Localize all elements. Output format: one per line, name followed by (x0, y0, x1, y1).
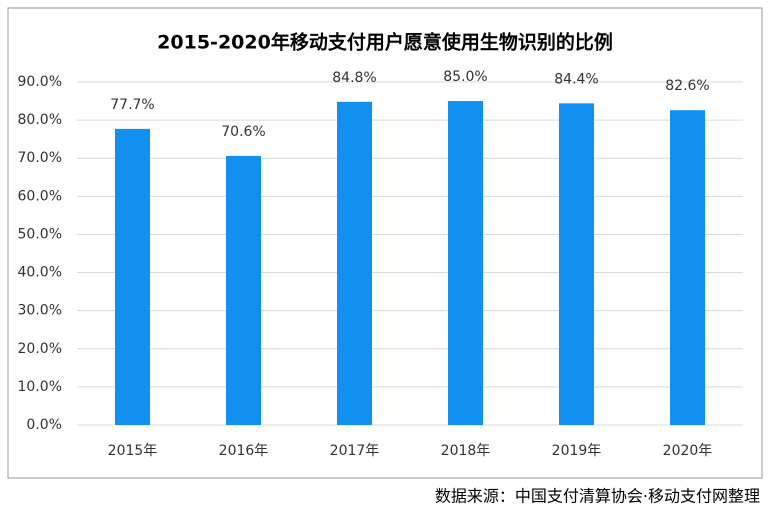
x-tick-label: 2016年 (219, 443, 269, 459)
y-tick-label: 60.0% (18, 188, 62, 204)
chart-title: 2015-2020年移动支付用户愿意使用生物识别的比例 (157, 31, 613, 54)
value-label: 82.6% (665, 78, 709, 94)
source-note: 数据来源：中国支付清算协会·移动支付网整理 (435, 487, 760, 506)
bar (448, 101, 483, 426)
bar (226, 155, 261, 426)
y-tick-label: 70.0% (18, 150, 62, 166)
value-label: 84.4% (554, 71, 598, 87)
bar (115, 128, 150, 426)
x-tick-label: 2015年 (108, 443, 158, 459)
value-label: 84.8% (332, 70, 376, 86)
y-tick-label: 10.0% (18, 379, 62, 395)
value-label: 77.7% (110, 97, 154, 113)
y-tick-label: 50.0% (18, 226, 62, 242)
bar (670, 110, 705, 426)
value-label: 85.0% (443, 69, 487, 85)
x-tick-label: 2018年 (441, 443, 491, 459)
x-tick-label: 2019年 (552, 443, 602, 459)
bar (337, 101, 372, 425)
bar (559, 103, 594, 425)
value-label: 70.6% (221, 124, 265, 140)
x-tick-label: 2017年 (330, 443, 380, 459)
y-tick-label: 20.0% (18, 341, 62, 357)
x-tick-label: 2020年 (663, 443, 713, 459)
y-tick-label: 0.0% (26, 417, 62, 433)
y-tick-label: 30.0% (18, 303, 62, 319)
y-tick-label: 40.0% (18, 265, 62, 281)
y-tick-label: 90.0% (18, 74, 62, 90)
y-tick-label: 80.0% (18, 112, 62, 128)
